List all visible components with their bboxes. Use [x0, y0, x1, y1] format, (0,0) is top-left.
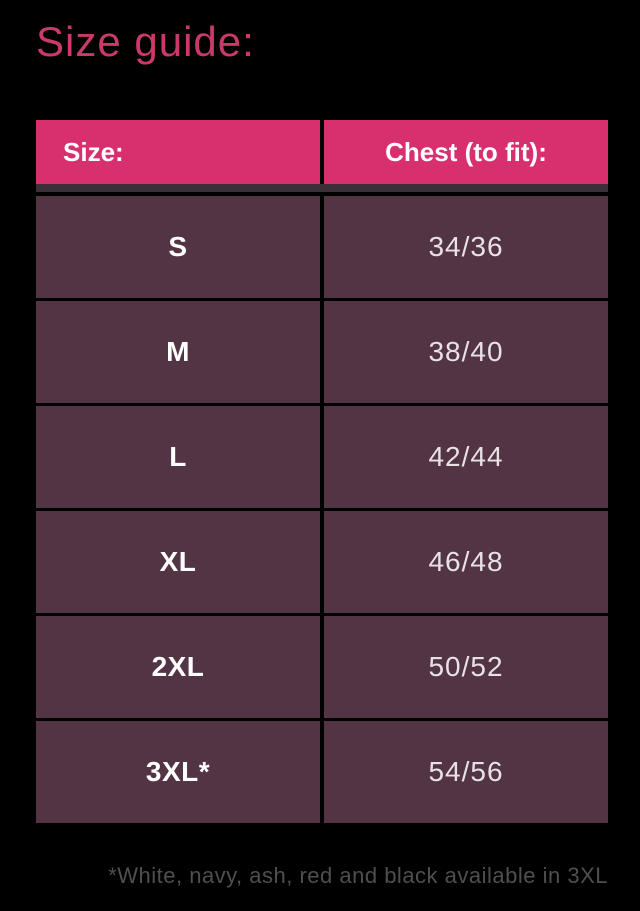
size-cell: S	[36, 196, 320, 299]
chest-column-header: Chest (to fit):	[324, 120, 608, 185]
size-cell: 2XL	[36, 616, 320, 719]
header-shadow-divider	[36, 184, 608, 193]
chest-cell: 34/36	[324, 196, 608, 299]
chest-cell: 50/52	[324, 616, 608, 719]
chest-cell: 46/48	[324, 511, 608, 614]
table-body: S 34/36 M 38/40 L 42/44 XL 46/48 2XL 50/…	[36, 196, 608, 824]
size-cell: M	[36, 301, 320, 404]
size-column-header: Size:	[36, 120, 320, 185]
chest-cell: 38/40	[324, 301, 608, 404]
size-cell: 3XL*	[36, 721, 320, 824]
page-title: Size guide:	[36, 18, 255, 65]
chest-cell: 54/56	[324, 721, 608, 824]
chest-cell: 42/44	[324, 406, 608, 509]
size-cell: L	[36, 406, 320, 509]
table-header-row: Size: Chest (to fit):	[36, 120, 608, 185]
size-cell: XL	[36, 511, 320, 614]
size-guide-table: Size: Chest (to fit): S 34/36 M 38/40 L …	[36, 120, 608, 824]
footnote: *White, navy, ash, red and black availab…	[108, 863, 608, 889]
